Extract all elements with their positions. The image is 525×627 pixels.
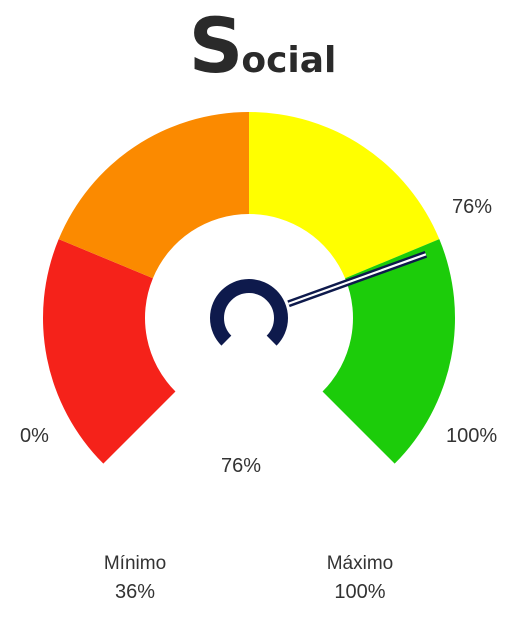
- maximum-stat: Máximo 100%: [280, 551, 440, 607]
- chart-title: Social: [0, 4, 525, 103]
- gauge-band-3: [249, 112, 440, 279]
- title-rest: ocial: [241, 40, 337, 81]
- maximum-value: 100%: [334, 581, 386, 603]
- minimum-stat: Mínimo 36%: [55, 551, 215, 607]
- minimum-value: 36%: [114, 581, 156, 603]
- gauge-needle-core: [288, 253, 427, 305]
- title-first-letter: S: [188, 1, 244, 90]
- gauge-band-1: [43, 239, 176, 464]
- gauge-pointer-label: 76%: [452, 196, 493, 218]
- gauge-value-label: 76%: [221, 455, 262, 477]
- gauge-band-2: [58, 112, 249, 279]
- gauge-bands: [43, 112, 455, 464]
- maximum-label: Máximo: [326, 553, 394, 574]
- gauge-band-4: [322, 239, 455, 464]
- gauge-hub: [210, 279, 288, 346]
- gauge-needle: [287, 251, 428, 308]
- gauge-max-label: 100%: [446, 425, 498, 447]
- gauge-hub-ring: [210, 279, 288, 346]
- gauge-min-label: 0%: [20, 425, 49, 447]
- minimum-label: Mínimo: [103, 553, 167, 574]
